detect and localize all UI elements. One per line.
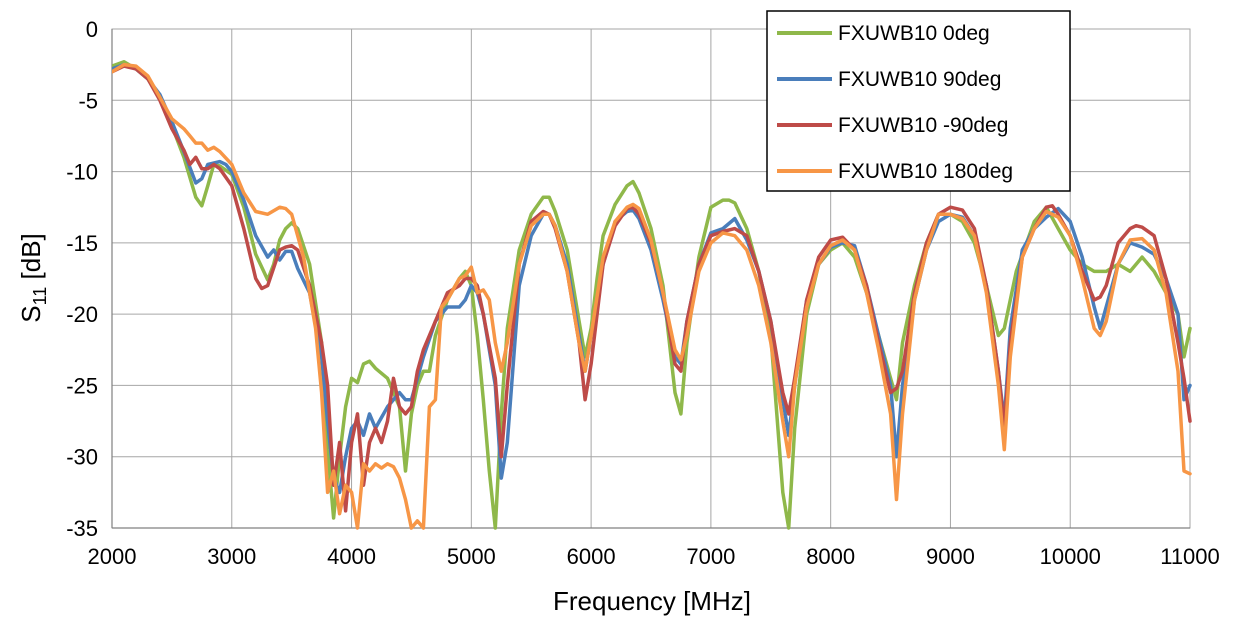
x-axis-title: Frequency [MHz]	[553, 586, 751, 616]
y-axis-title-unit: [dB]	[16, 233, 46, 286]
legend-items: FXUWB10 0deg FXUWB10 90deg FXUWB10 -90deg F…	[777, 22, 1013, 183]
y-axis-title-main: S	[16, 305, 46, 322]
legend-label-4: FXUWB10 180deg	[838, 160, 1013, 183]
series-line-4	[112, 62, 1192, 530]
x-tick-label: 7000	[686, 544, 735, 569]
y-tick-label: -35	[66, 516, 98, 541]
legend-label-2: FXUWB10 90deg	[838, 68, 1001, 91]
y-tick-label: -15	[66, 231, 98, 256]
x-tick-label: 5000	[447, 544, 496, 569]
x-tick-label: 4000	[327, 544, 376, 569]
y-tick-label: 0	[86, 17, 98, 42]
x-tick-label: 2000	[88, 544, 137, 569]
legend-label-1: FXUWB10 0deg	[838, 22, 990, 45]
legend: FXUWB10 0deg FXUWB10 90deg FXUWB10 -90deg F…	[766, 10, 1071, 192]
plot-area-border	[111, 28, 1191, 529]
x-tick-label: 11000	[1160, 544, 1220, 569]
y-axis-title: S11 [dB]	[16, 233, 50, 323]
x-tick-label: 6000	[567, 544, 616, 569]
y-tick-label: -10	[66, 160, 98, 185]
x-tick-label: 3000	[207, 544, 256, 569]
y-tick-label: -5	[78, 88, 98, 113]
y-axis-title-subscript: 11	[30, 287, 50, 306]
tick-labels: 2000 3000 4000 5000 6000 7000 8000 9000 10000 110…	[66, 17, 1220, 569]
y-tick-label: -30	[66, 445, 98, 470]
x-tick-label: 10000	[1040, 544, 1101, 569]
x-tick-label: 9000	[926, 544, 975, 569]
x-tick-label: 8000	[806, 544, 855, 569]
legend-label-3: FXUWB10 -90deg	[838, 114, 1008, 137]
legend-box	[766, 10, 1071, 192]
y-tick-label: -25	[66, 373, 98, 398]
y-tick-label: -20	[66, 302, 98, 327]
series-lines	[112, 60, 1192, 530]
